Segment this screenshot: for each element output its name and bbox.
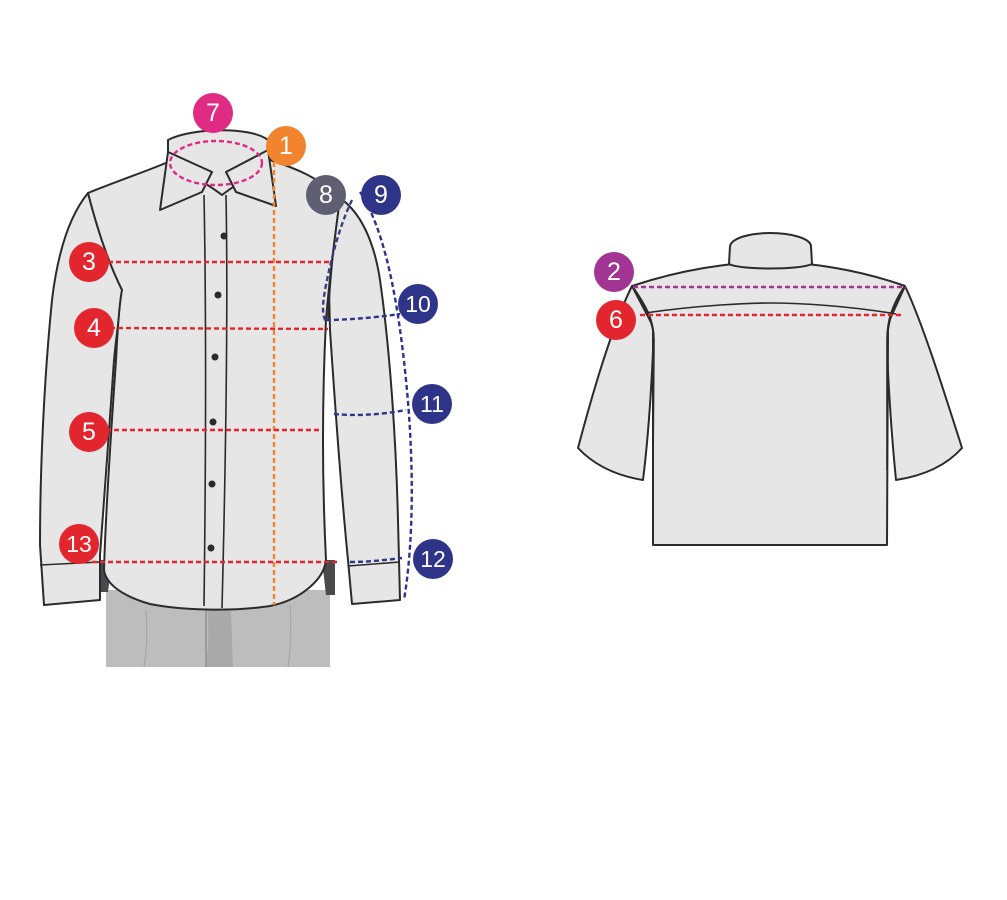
badge-4: 4 [74,308,114,348]
badge-2-label: 2 [607,258,621,286]
back-right-sleeve [885,285,963,481]
trousers [100,560,335,668]
front-body [87,159,341,611]
badge-13-label: 13 [66,531,92,557]
front-buttons [207,232,228,552]
button-3 [211,353,219,361]
front-right-sleeve [327,197,401,605]
badge-3: 3 [69,242,109,282]
badge-5-label: 5 [82,418,96,446]
badge-1-label: 1 [279,132,293,160]
badge-8: 8 [306,175,346,215]
badge-12-label: 12 [420,546,446,572]
back-left-sleeve [577,285,655,481]
badge-6-label: 6 [609,306,623,334]
badge-1: 1 [266,126,306,166]
badge-10: 10 [398,284,438,324]
stomach-measure-line [109,326,329,331]
sleeve-length-measure-line [358,191,413,601]
badge-3-label: 3 [82,248,96,276]
button-6 [207,544,215,552]
forearm-measure-line [333,408,407,417]
armhole-measure-line [321,199,354,323]
badge-9: 9 [361,175,401,215]
badge-8-label: 8 [319,181,333,209]
cuff-measure-line [349,556,403,564]
button-4 [209,418,217,426]
bicep-measure-line [325,312,401,322]
badge-13: 13 [59,524,99,564]
back-collar [728,232,813,270]
back-view: 2 6 [577,232,963,546]
badge-10-label: 10 [405,291,431,317]
neck-measure-line [168,139,264,187]
badge-2: 2 [594,252,634,292]
button-5 [208,480,216,488]
button-2 [214,291,222,299]
badge-11-label: 11 [420,391,444,417]
badge-5: 5 [69,412,109,452]
back-body [631,261,906,546]
badge-9-label: 9 [374,181,388,209]
front-measure-lines [92,139,413,605]
badge-6: 6 [596,300,636,340]
badge-7: 7 [193,93,233,133]
front-left-sleeve [39,192,125,606]
badge-4-label: 4 [87,314,101,342]
badge-12: 12 [413,539,453,579]
badge-11: 11 [412,384,452,424]
button-1 [220,232,228,240]
front-view: 7 1 8 9 3 10 4 11 [39,93,453,668]
badge-7-label: 7 [206,99,220,127]
